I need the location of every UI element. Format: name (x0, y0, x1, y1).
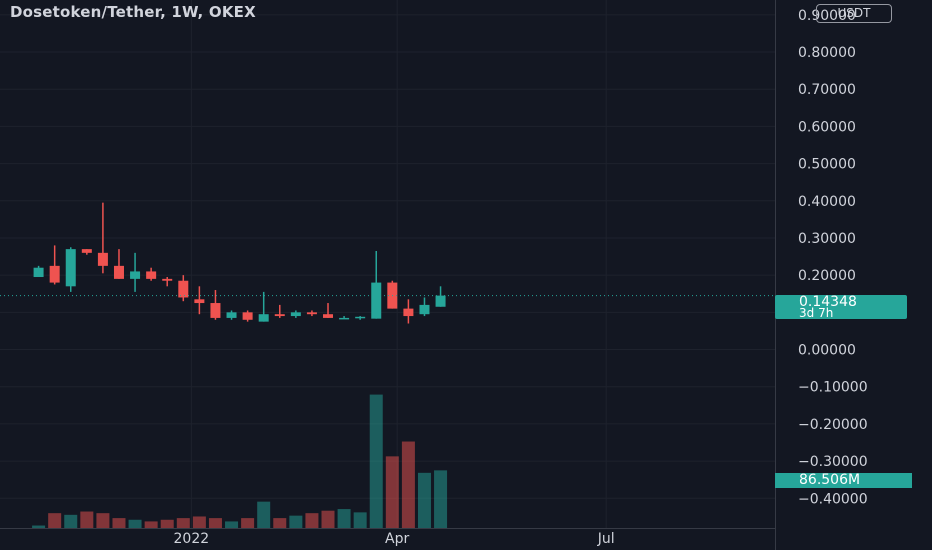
chart-title: Dosetoken/Tether, 1W, OKEX (10, 3, 256, 21)
volume-bar (321, 510, 335, 528)
x-axis-labels: 2022 Apr Jul (174, 531, 615, 547)
bar-countdown: 3d 7h (799, 306, 834, 320)
x-tick-label: Apr (385, 531, 409, 547)
y-tick-label: 0.20000 (798, 268, 856, 284)
volume-bar (241, 518, 255, 528)
candle-body (162, 278, 173, 281)
volume-bar (80, 511, 94, 528)
volume-bar (64, 514, 78, 528)
volume-bar (417, 472, 431, 528)
volume-bar (208, 518, 222, 528)
y-tick-label: −0.10000 (798, 380, 868, 396)
volume-bar (305, 513, 319, 528)
volume-bars (32, 394, 448, 528)
candle-body (403, 308, 414, 317)
x-tick-label: 2022 (174, 531, 210, 547)
candle-body (33, 267, 44, 278)
candle-body (49, 265, 60, 283)
volume-bar (32, 525, 46, 528)
candle-body (146, 271, 157, 279)
currency-button[interactable]: USDT (816, 4, 892, 23)
candle-body (226, 312, 237, 318)
y-tick-label: −0.40000 (798, 491, 868, 507)
last-price-tag: 0.14348 3d 7h (775, 295, 907, 319)
volume-bar (434, 470, 448, 528)
candle-body (355, 316, 366, 319)
candle-body (339, 317, 350, 320)
volume-bar (289, 515, 303, 528)
candle-body (194, 299, 205, 304)
candle-body (274, 314, 285, 317)
volume-bar (176, 518, 190, 528)
x-tick-label: Jul (597, 531, 615, 547)
y-tick-label: 0.50000 (798, 157, 856, 173)
candle-body (81, 249, 92, 253)
last-volume-value: 86.506M (799, 472, 861, 488)
y-tick-label: −0.30000 (798, 454, 868, 470)
y-tick-label: 0.60000 (798, 119, 856, 135)
volume-bar (257, 501, 271, 528)
y-tick-label: 0.00000 (798, 343, 856, 359)
candle-body (371, 282, 382, 319)
volume-bar (128, 519, 142, 528)
candle-body (178, 280, 189, 298)
candle-body (130, 271, 141, 279)
volume-bar (401, 441, 415, 528)
candle-body (306, 312, 317, 315)
last-volume-tag: 86.506M (775, 473, 912, 488)
volume-bar (353, 512, 367, 528)
volume-bar (273, 518, 287, 528)
candle-body (113, 265, 124, 279)
candle-body (419, 304, 430, 315)
volume-bar (369, 394, 383, 528)
volume-bar (144, 521, 158, 528)
grid-lines (0, 0, 776, 550)
y-tick-label: 0.70000 (798, 82, 856, 98)
y-tick-label: 0.80000 (798, 45, 856, 61)
volume-bar (225, 521, 239, 528)
volume-bar (112, 518, 126, 528)
candle-body (323, 314, 334, 318)
y-tick-label: 0.90000 (798, 8, 856, 24)
candle-body (210, 303, 221, 318)
volume-bar (337, 509, 351, 528)
candle-body (435, 295, 446, 307)
candle-body (290, 312, 301, 317)
candle-body (65, 249, 76, 287)
candle-body (242, 312, 253, 320)
volume-bar (385, 456, 399, 528)
volume-bar (160, 519, 174, 528)
volume-bar (192, 516, 206, 528)
y-tick-label: 0.40000 (798, 194, 856, 210)
y-tick-label: −0.20000 (798, 417, 868, 433)
volume-bar (48, 513, 62, 528)
y-tick-label: 0.30000 (798, 231, 856, 247)
last-price-value: 0.14348 (799, 294, 857, 310)
volume-bar (96, 513, 110, 528)
candle-body (97, 252, 108, 266)
candle-body (258, 314, 269, 322)
